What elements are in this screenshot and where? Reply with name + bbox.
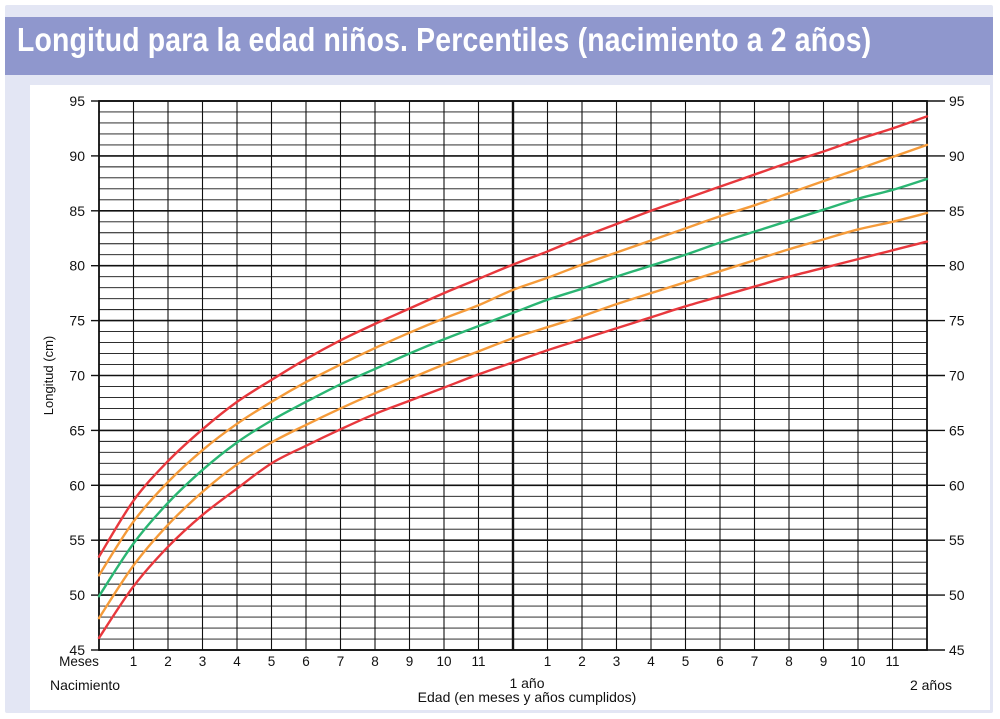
y-tick-label-left: 80 [69, 258, 85, 274]
x-tick-label: 8 [371, 654, 379, 669]
x-tick-label: 1 [130, 654, 138, 669]
chart-title: Longitud para la edad niños. Percentiles… [17, 21, 872, 58]
x-tick-label: 6 [302, 654, 310, 669]
y-tick-label-left: 95 [69, 93, 85, 109]
percentile-curve-1 [97, 115, 929, 558]
percentile-curve-3 [97, 177, 929, 598]
x-axis-caption: Meses [59, 654, 99, 669]
x-tick-label: 5 [682, 654, 690, 669]
y-tick-label-left: 85 [69, 203, 85, 219]
y-tick-label-left: 55 [69, 532, 85, 548]
x-tick-label: 2 [578, 654, 586, 669]
y-tick-label-left: 60 [69, 477, 85, 493]
y-tick-label-left: 45 [69, 642, 85, 658]
axes [91, 100, 945, 651]
x-tick-label: 7 [337, 654, 345, 669]
y-tick-label-right: 55 [949, 532, 965, 548]
y-tick-label-right: 75 [949, 313, 965, 329]
x-mid-label: 1 año [509, 675, 544, 691]
x-tick-label: 5 [268, 654, 276, 669]
x-tick-label: 11 [471, 654, 485, 669]
percentile-curve-4 [97, 211, 929, 620]
y-tick-label-left: 70 [69, 368, 85, 384]
x-tick-label: 10 [436, 654, 451, 669]
x-tick-label: 3 [613, 654, 621, 669]
x-tick-label: 4 [233, 654, 241, 669]
x-axis-label: Edad (en meses y años cumplidos) [418, 689, 637, 705]
chart-card: Longitud para la edad niños. Percentiles… [5, 5, 993, 713]
x-tick-label: 8 [785, 654, 793, 669]
y-tick-label-left: 90 [69, 148, 85, 164]
percentile-curves [97, 115, 929, 640]
x-tick-label: 10 [850, 654, 865, 669]
x-tick-label: 4 [647, 654, 655, 669]
y-tick-label-left: 50 [69, 587, 85, 603]
y-tick-label-left: 65 [69, 422, 85, 438]
y-axis-label: Longitud (cm) [41, 336, 56, 415]
y-tick-label-right: 95 [949, 93, 965, 109]
x-tick-label: 6 [716, 654, 724, 669]
y-tick-label-left: 75 [69, 313, 85, 329]
x-tick-label: 1 [544, 654, 552, 669]
x-tick-label: 9 [820, 654, 828, 669]
title-bar: Longitud para la edad niños. Percentiles… [5, 17, 993, 75]
x-tick-label: 3 [199, 654, 207, 669]
y-tick-label-right: 85 [949, 203, 965, 219]
y-tick-label-right: 90 [949, 148, 965, 164]
x-tick-label: 7 [751, 654, 759, 669]
chart-panel: 45 45 50 50 55 55 60 60 65 65 70 70 75 75 80 80 85 85 90 90… [30, 85, 990, 710]
x-tick-label: 2 [164, 654, 172, 669]
x-start-label: Nacimiento [50, 677, 120, 693]
x-tick-label: 9 [406, 654, 414, 669]
grid [98, 100, 928, 651]
y-tick-label-right: 80 [949, 258, 965, 274]
x-tick-label: 11 [885, 654, 899, 669]
percentile-curve-5 [97, 240, 929, 640]
y-tick-label-right: 50 [949, 587, 965, 603]
y-tick-label-right: 65 [949, 422, 965, 438]
percentile-curve-2 [97, 143, 929, 577]
x-end-label: 2 años [910, 677, 952, 693]
y-tick-label-right: 70 [949, 368, 965, 384]
y-tick-label-right: 60 [949, 477, 965, 493]
y-tick-label-right: 45 [949, 642, 965, 658]
